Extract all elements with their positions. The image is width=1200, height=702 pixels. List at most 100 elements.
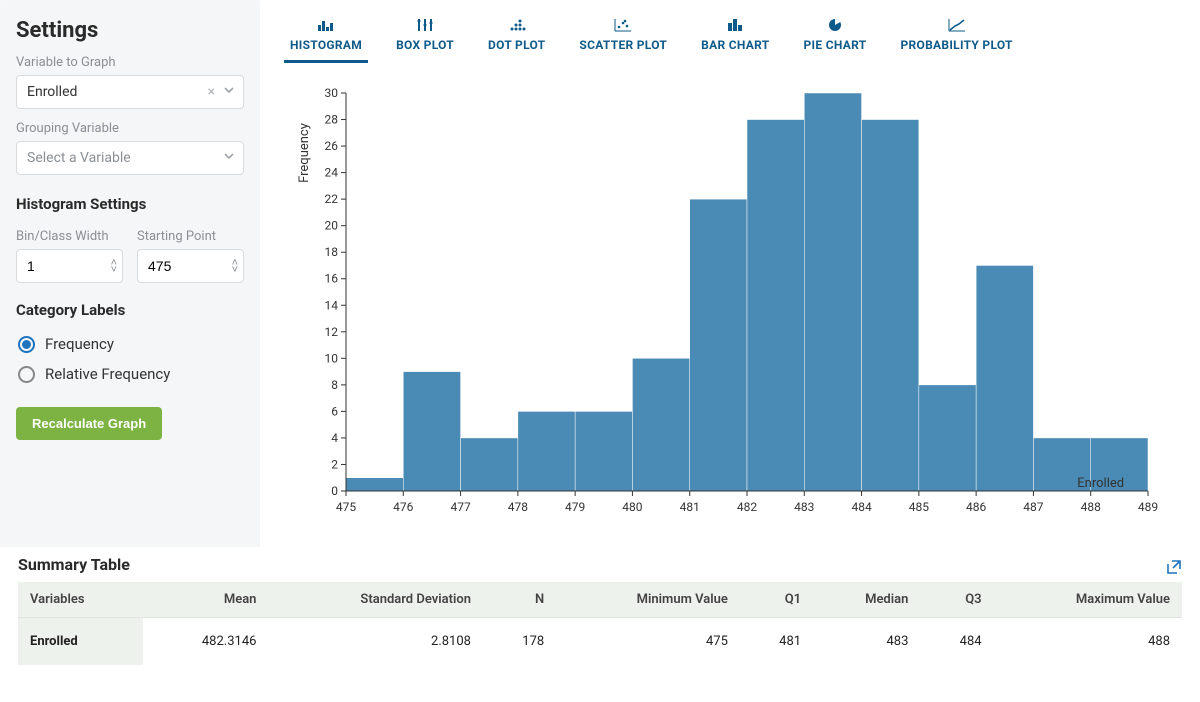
summary-table: VariablesMeanStandard DeviationNMinimum … [18,582,1182,665]
grouping-variable-label: Grouping Variable [16,121,244,136]
radio-checked-icon [18,336,35,353]
summary-col-header: Q3 [920,582,993,618]
recalculate-button[interactable]: Recalculate Graph [16,407,162,440]
tab-pie-chart[interactable]: PIE CHART [802,10,869,62]
summary-col-header: Variables [18,582,143,618]
tab-label: DOT PLOT [488,38,545,52]
tab-label: SCATTER PLOT [579,38,667,52]
x-tick-label: 484 [851,500,871,514]
radio-relative-frequency[interactable]: Relative Frequency [16,359,244,389]
x-tick-label: 479 [565,500,585,514]
y-tick-label: 22 [325,192,339,206]
starting-point-input[interactable] [137,249,244,283]
tab-scatter-plot[interactable]: SCATTER PLOT [577,10,669,62]
histogram-bar [518,411,575,491]
summary-col-header: Minimum Value [556,582,740,618]
summary-value-cell: 475 [556,618,740,666]
y-tick-label: 8 [331,378,338,392]
histogram-bar [346,478,403,491]
chart-type-tabs: HISTOGRAM BOX PLOT DOT PLOT SCATTER PLOT BAR… [278,10,1200,63]
popout-icon[interactable] [1166,559,1182,579]
histogram-icon [316,16,336,34]
category-labels-title: Category Labels [16,301,244,319]
y-tick-label: 30 [325,86,339,100]
x-tick-label: 487 [1023,500,1043,514]
tab-histogram[interactable]: HISTOGRAM [288,10,364,62]
dot-plot-icon [507,16,527,34]
x-tick-label: 485 [909,500,929,514]
histogram-bar [632,358,689,491]
x-tick-label: 476 [393,500,413,514]
starting-point-label: Starting Point [137,229,244,244]
summary-title: Summary Table [18,555,130,574]
bin-width-label: Bin/Class Width [16,229,123,244]
chevron-down-icon [223,150,235,166]
radio-frequency[interactable]: Frequency [16,329,244,359]
histogram-bar [403,372,460,491]
tab-probability-plot[interactable]: PROBABILITY PLOT [898,10,1014,62]
summary-col-header: Standard Deviation [268,582,483,618]
chart-panel: HISTOGRAM BOX PLOT DOT PLOT SCATTER PLOT BAR… [278,0,1200,547]
y-axis-label: Frequency [297,123,312,183]
clear-icon[interactable]: × [208,84,215,100]
x-tick-label: 483 [794,500,814,514]
settings-panel: Settings Variable to Graph Enrolled × Gr… [0,0,260,547]
y-tick-label: 18 [325,245,339,259]
histogram-bar [747,120,804,491]
y-tick-label: 10 [325,351,339,365]
y-tick-label: 26 [325,139,339,153]
summary-col-header: N [483,582,556,618]
x-tick-label: 480 [622,500,642,514]
x-tick-label: 477 [450,500,470,514]
y-tick-label: 24 [325,166,339,180]
grouping-variable-select[interactable]: Select a Variable [16,141,244,175]
y-tick-label: 0 [331,484,338,498]
settings-title: Settings [16,18,244,43]
x-tick-label: 486 [966,500,986,514]
summary-col-header: Maximum Value [994,582,1182,618]
table-row: Enrolled482.31462.8108178475481483484488 [18,618,1182,666]
y-tick-label: 12 [325,325,339,339]
tab-bar-chart[interactable]: BAR CHART [699,10,771,62]
histogram-bar [461,438,518,491]
x-tick-label: 488 [1081,500,1101,514]
x-tick-label: 489 [1138,500,1158,514]
tab-label: HISTOGRAM [290,38,362,52]
variable-to-graph-select[interactable]: Enrolled × [16,75,244,109]
summary-value-cell: 483 [813,618,920,666]
x-tick-label: 475 [336,500,356,514]
radio-frequency-label: Frequency [45,335,114,353]
variable-to-graph-value: Enrolled [27,84,77,100]
y-tick-label: 4 [331,431,338,445]
histogram-bar [862,120,919,491]
tab-label: PIE CHART [804,38,867,52]
histogram-bar [690,199,747,491]
summary-value-cell: 484 [920,618,993,666]
y-tick-label: 16 [325,272,339,286]
histogram-bar [575,411,632,491]
grouping-variable-placeholder: Select a Variable [27,150,131,166]
pie-chart-icon [825,16,845,34]
box-plot-icon [415,16,435,34]
tab-label: BOX PLOT [396,38,454,52]
radio-relative-label: Relative Frequency [45,365,170,383]
bar-chart-icon [725,16,745,34]
probability-plot-icon [947,16,967,34]
x-axis-label: Enrolled [1077,476,1124,491]
chevron-down-icon [223,84,235,100]
histogram-settings-title: Histogram Settings [16,195,244,213]
y-tick-label: 2 [331,457,338,471]
histogram-bar [976,265,1033,491]
y-tick-label: 20 [325,219,339,233]
y-tick-label: 14 [325,298,339,312]
tab-label: PROBABILITY PLOT [900,38,1012,52]
summary-value-cell: 178 [483,618,556,666]
summary-variable-cell: Enrolled [18,618,143,666]
radio-unchecked-icon [18,366,35,383]
tab-dot-plot[interactable]: DOT PLOT [486,10,547,62]
bin-width-input[interactable] [16,249,123,283]
x-tick-label: 478 [508,500,528,514]
tab-box-plot[interactable]: BOX PLOT [394,10,456,62]
histogram-chart: 0246810121416182022242628304754764774784… [288,83,1168,533]
summary-section: Summary Table VariablesMeanStandard Devi… [0,547,1200,683]
